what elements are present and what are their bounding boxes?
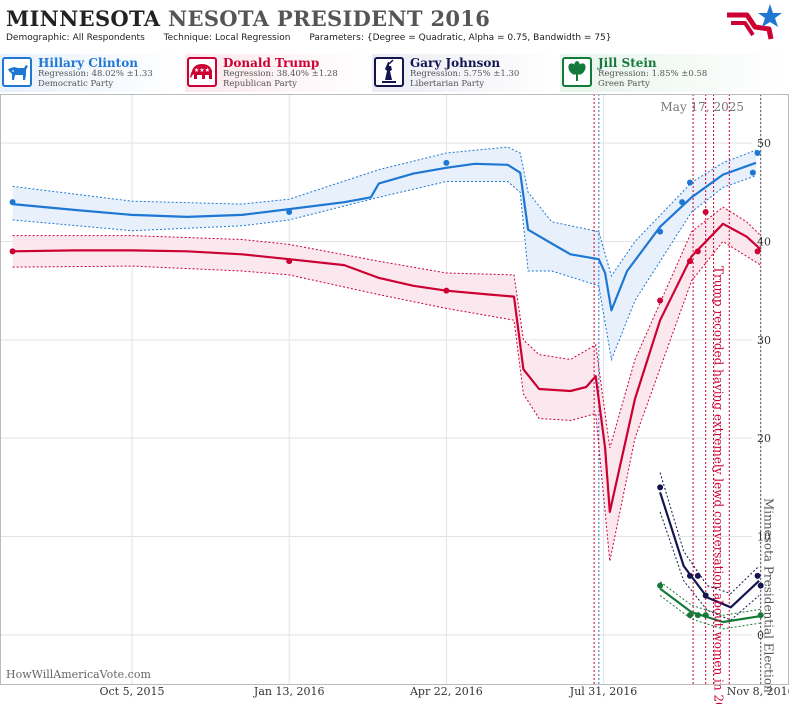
- gary-johnson-poll-point: [686, 572, 693, 579]
- elephant-icon: ★★★: [187, 57, 217, 87]
- donald-trump-poll-point: [694, 248, 701, 255]
- donald-trump-poll-point: [443, 287, 450, 294]
- gary-johnson-poll-point: [694, 572, 701, 579]
- candidate-name: Donald Trump: [223, 56, 320, 70]
- title-race: NESOTA PRESIDENT 2016: [168, 6, 491, 31]
- donald-trump-lower-bound: [12, 240, 761, 562]
- candidate-name: Hillary Clinton: [38, 56, 138, 70]
- candidate-regression: Regression: 38.40% ±1.28: [223, 69, 338, 79]
- hillary-clinton-band: [12, 147, 757, 360]
- x-tick-label: Apr 22, 2016: [409, 685, 483, 698]
- demographic-label: Demographic:: [6, 33, 70, 43]
- leaf-icon: [562, 57, 592, 87]
- gary-johnson-lower-bound: [659, 511, 760, 621]
- grid: [0, 94, 762, 684]
- y-tick-label: 50: [757, 137, 771, 150]
- hillary-clinton-upper-bound: [12, 146, 757, 278]
- parameters-label: Parameters:: [309, 33, 364, 43]
- candidate-card-trump[interactable]: ★★★ Donald Trump Regression: 38.40% ±1.2…: [185, 54, 372, 92]
- chart: 0 10 20 30 40 50 Oct 5, 2015 Jan 13, 2016 Apr 22…: [0, 94, 789, 704]
- donald-trump-poll-point: [9, 248, 16, 255]
- donald-trump-poll-point: [702, 209, 709, 215]
- liberty-icon: [374, 57, 404, 87]
- hillary-clinton-poll-point: [686, 179, 693, 186]
- x-tick-label: Jan 13, 2016: [253, 685, 325, 698]
- technique-value: Local Regression: [215, 33, 291, 43]
- candidate-name: Gary Johnson: [410, 56, 501, 70]
- candidate-party: Green Party: [598, 79, 650, 89]
- donald-trump-poll-point: [754, 248, 761, 255]
- hillary-clinton-lower-bound: [12, 175, 757, 362]
- gary-johnson-poll-point: [702, 592, 709, 599]
- candidate-card-clinton[interactable]: Hillary Clinton Regression: 48.02% ±1.33…: [0, 54, 185, 92]
- y-tick-label: 0: [757, 629, 764, 642]
- hillary-clinton-poll-point: [9, 199, 16, 206]
- candidate-party: Libertarian Party: [410, 79, 485, 89]
- gary-johnson-regression-line: [659, 491, 760, 609]
- site-logo-icon[interactable]: [725, 3, 783, 51]
- y-tick-label: 40: [757, 236, 771, 249]
- candidate-party: Democratic Party: [38, 79, 114, 89]
- poll-points: [9, 150, 764, 619]
- gary-johnson-poll-point: [657, 484, 664, 491]
- donald-trump-poll-point: [286, 258, 293, 265]
- hillary-clinton-poll-point: [657, 228, 664, 235]
- chart-labels: 0 10 20 30 40 50 Oct 5, 2015 Jan 13, 2016 Apr 22…: [6, 100, 789, 704]
- svg-text:★★★: ★★★: [194, 67, 210, 74]
- candidate-party: Republican Party: [223, 79, 297, 89]
- donald-trump-band: [12, 207, 761, 562]
- x-tick-label: Nov 8, 2016: [727, 685, 789, 698]
- candidate-card-johnson[interactable]: Gary Johnson Regression: 5.75% ±1.30 Lib…: [372, 54, 560, 92]
- y-tick-label: 30: [757, 334, 771, 347]
- candidate-regression: Regression: 1.85% ±0.58: [598, 69, 708, 79]
- donkey-icon: [2, 57, 32, 87]
- candidate-legend: Hillary Clinton Regression: 48.02% ±1.33…: [0, 54, 789, 92]
- y-tick-label: 10: [757, 531, 771, 544]
- donald-trump-poll-point: [686, 258, 693, 265]
- candidate-card-stein[interactable]: Jill Stein Regression: 1.85% ±0.58 Green…: [560, 54, 789, 92]
- donald-trump-upper-bound: [12, 206, 762, 449]
- technique-label: Technique:: [163, 33, 213, 43]
- hillary-clinton-poll-point: [679, 199, 686, 206]
- gary-johnson-poll-point: [754, 572, 761, 579]
- parameters-value: {Degree = Quadratic, Alpha = 0.75, Bandw…: [366, 33, 612, 43]
- hillary-clinton-poll-point: [443, 159, 450, 166]
- jill-stein-poll-point: [694, 612, 701, 619]
- x-tick-label: Jul 31, 2016: [569, 685, 638, 698]
- date-label: May 17, 2025: [661, 100, 744, 114]
- page-title: MINNESOTA NESOTA PRESIDENT 2016: [6, 6, 490, 31]
- title-state: MINNESOTA: [6, 6, 161, 31]
- gary-johnson-poll-point: [757, 582, 764, 589]
- header: MINNESOTA NESOTA PRESIDENT 2016 Demograp…: [0, 0, 789, 56]
- demographic-value: All Respondents: [72, 33, 145, 43]
- y-tick-label: 20: [757, 432, 771, 445]
- gary-johnson-upper-bound: [659, 472, 760, 595]
- parameters-bar: Demographic: All Respondents Technique: Lo…: [6, 33, 628, 43]
- annotation-label: Minnesota Presidential Election: [762, 498, 776, 693]
- annotation-label: Trump recorded having extremely lewd con…: [711, 266, 725, 704]
- jill-stein-poll-point: [702, 612, 709, 619]
- watermark: HowWillAmericaVote.com: [6, 668, 151, 681]
- candidate-regression: Regression: 48.02% ±1.33: [38, 69, 153, 79]
- confidence-bands: [12, 147, 761, 562]
- hillary-clinton-regression-line: [12, 161, 757, 312]
- hillary-clinton-poll-point: [749, 169, 756, 176]
- hillary-clinton-poll-point: [286, 209, 293, 215]
- candidate-regression: Regression: 5.75% ±1.30: [410, 69, 520, 79]
- x-tick-label: Oct 5, 2015: [99, 685, 164, 698]
- hillary-clinton-poll-point: [754, 150, 761, 156]
- jill-stein-poll-point: [657, 582, 664, 589]
- donald-trump-regression-line: [12, 222, 762, 513]
- donald-trump-poll-point: [657, 297, 664, 304]
- jill-stein-poll-point: [686, 612, 693, 619]
- candidate-name: Jill Stein: [598, 56, 657, 70]
- jill-stein-poll-point: [757, 612, 764, 619]
